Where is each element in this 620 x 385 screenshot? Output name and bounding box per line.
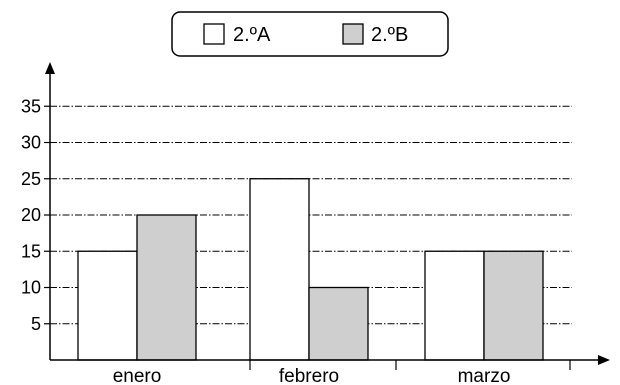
- x-category-labels: enero febrero marzo: [113, 366, 511, 385]
- legend-swatch-series-0: [203, 23, 225, 45]
- x-category-label: enero: [113, 366, 162, 385]
- legend: 2.ºA 2.ºB: [171, 11, 449, 57]
- bar-marzo-series-1: [483, 250, 544, 361]
- y-tick-label: 30: [21, 133, 41, 153]
- legend-box: [171, 11, 449, 57]
- x-axis-arrow: [598, 355, 610, 365]
- y-axis-arrow: [45, 62, 55, 74]
- bar-febrero-series-1: [308, 286, 369, 361]
- bars: [77, 178, 544, 361]
- bar-marzo-series-0: [424, 250, 485, 361]
- x-category-label: febrero: [279, 366, 339, 385]
- y-tick-label: 20: [21, 205, 41, 225]
- x-category-label: marzo: [458, 366, 511, 385]
- y-tick-label: 10: [21, 278, 41, 298]
- axes: [44, 62, 610, 370]
- bar-febrero-series-0: [249, 178, 310, 361]
- legend-label-series-0: 2.ºA: [233, 24, 271, 46]
- legend-label-series-1: 2.ºB: [371, 24, 408, 46]
- y-tick-labels: 5 10 15 20 25 30 35: [21, 96, 41, 334]
- y-tick-label: 5: [31, 314, 41, 334]
- bar-enero-series-0: [77, 250, 138, 361]
- y-tick-label: 35: [21, 96, 41, 116]
- bar-enero-series-1: [136, 214, 197, 361]
- legend-swatch-series-1: [342, 23, 364, 45]
- y-tick-label: 25: [21, 169, 41, 189]
- y-tick-label: 15: [21, 241, 41, 261]
